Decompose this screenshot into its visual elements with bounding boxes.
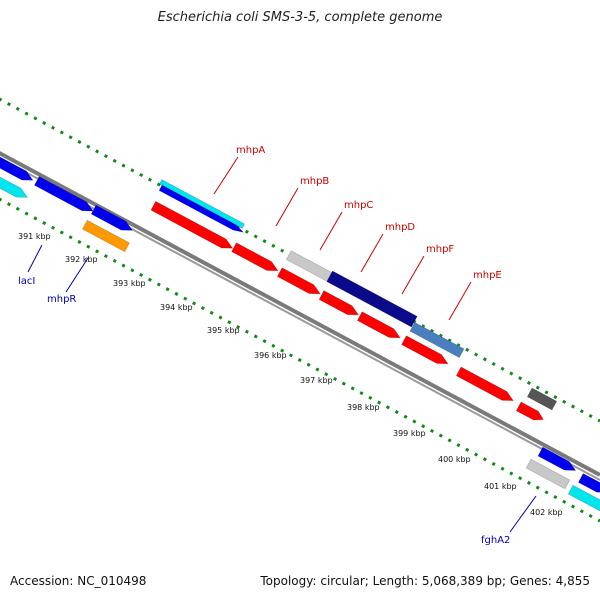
gene-arrow bbox=[90, 204, 133, 231]
gene-label-mhpR: mhpR bbox=[47, 294, 76, 305]
gene-arrow-mhpF bbox=[409, 321, 465, 359]
gene-arrow bbox=[515, 401, 544, 421]
scale-label: 393 kbp bbox=[113, 279, 146, 288]
gene-arrow bbox=[526, 387, 558, 411]
scale-label: 392 kbp bbox=[65, 255, 98, 264]
gene-arrow-mhpC bbox=[285, 250, 333, 282]
gene-arrow bbox=[537, 446, 577, 471]
accession-text: Accession: NC_010498 bbox=[10, 574, 147, 588]
label-pointer-mhpB bbox=[275, 187, 299, 227]
gene-arrow bbox=[231, 242, 279, 272]
label-pointer-fghA2 bbox=[509, 495, 537, 533]
gene-arrow bbox=[525, 458, 571, 490]
gene-label-mhpA: mhpA bbox=[236, 145, 265, 156]
backbone-outer bbox=[0, 151, 600, 477]
scale-label: 401 kbp bbox=[484, 482, 517, 491]
gene-label-mhpC: mhpC bbox=[344, 200, 373, 211]
label-pointer-mhpA bbox=[213, 156, 239, 195]
scale-label: 398 kbp bbox=[347, 403, 380, 412]
gene-label-lacI: lacI bbox=[18, 276, 35, 287]
scale-label: 394 kbp bbox=[160, 303, 193, 312]
label-pointer-mhpR bbox=[65, 257, 89, 293]
scale-label: 399 kbp bbox=[393, 429, 426, 438]
scale-label: 395 kbp bbox=[207, 326, 240, 335]
gene-arrow bbox=[0, 171, 28, 198]
gene-label-fghA2: fghA2 bbox=[481, 535, 510, 546]
gene-arrow bbox=[276, 267, 321, 295]
gene-arrow bbox=[578, 473, 600, 493]
gene-label-mhpF: mhpF bbox=[426, 244, 454, 255]
genome-summary-text: Topology: circular; Length: 5,068,389 bp… bbox=[260, 574, 590, 588]
gene-arrow-mhpA bbox=[158, 184, 245, 233]
scale-label: 397 kbp bbox=[300, 376, 333, 385]
gene-arrow bbox=[82, 219, 130, 253]
gene-arrow-mhpA-lower bbox=[150, 200, 234, 249]
gene-arrow bbox=[34, 176, 94, 212]
label-pointer-mhpE bbox=[448, 281, 472, 321]
gene-arrow bbox=[318, 290, 360, 316]
label-pointer-mhpF bbox=[401, 255, 425, 295]
gene-label-mhpB: mhpB bbox=[300, 176, 329, 187]
gene-arrow bbox=[455, 366, 514, 401]
gene-arrow bbox=[567, 484, 600, 516]
gene-arrow bbox=[0, 150, 34, 181]
scale-label: 396 kbp bbox=[254, 351, 287, 360]
scale-label: 400 kbp bbox=[438, 455, 471, 464]
scale-label: 402 kbp bbox=[530, 508, 563, 517]
map-title: Escherichia coli SMS-3-5, complete genom… bbox=[157, 10, 443, 25]
gene-arrow bbox=[401, 335, 449, 365]
gene-arrow-mhpD bbox=[326, 270, 418, 328]
gene-arrow bbox=[356, 311, 401, 339]
label-pointer-lacI bbox=[27, 244, 43, 273]
label-pointer-mhpD bbox=[360, 233, 384, 273]
label-pointer-mhpC bbox=[319, 211, 343, 251]
inner-dotted-track bbox=[0, 197, 600, 523]
gene-label-mhpE: mhpE bbox=[473, 270, 502, 281]
gene-label-mhpD: mhpD bbox=[385, 222, 415, 233]
gene-arrow-mhpA bbox=[158, 179, 246, 229]
backbone-inner bbox=[0, 157, 600, 481]
scale-label: 391 kbp bbox=[18, 232, 51, 241]
